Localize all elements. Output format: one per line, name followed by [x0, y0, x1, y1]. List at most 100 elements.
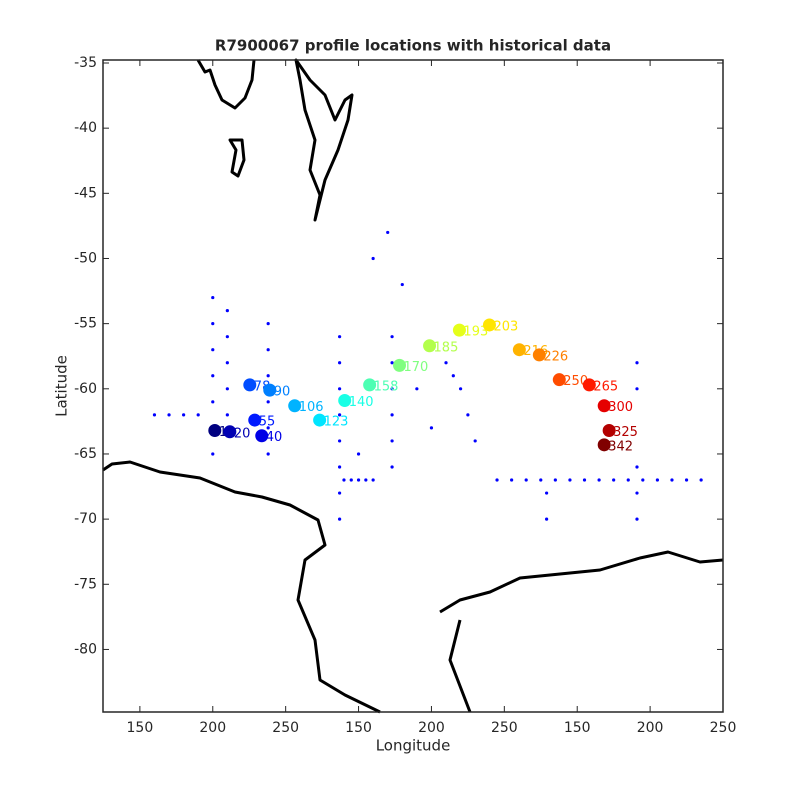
profile-point	[243, 378, 257, 392]
historical-point	[266, 374, 270, 378]
historical-point	[338, 361, 342, 365]
historical-point	[415, 387, 419, 391]
historical-point	[338, 465, 342, 469]
historical-point	[225, 335, 229, 339]
historical-point	[635, 491, 639, 495]
historical-point	[655, 478, 659, 482]
historical-point	[458, 387, 463, 391]
historical-point	[225, 413, 229, 417]
coastlines	[102, 58, 724, 714]
historical-point	[225, 361, 229, 365]
historical-point	[390, 413, 394, 417]
historical-point	[338, 439, 342, 443]
coastline	[228, 138, 246, 178]
historical-point	[626, 478, 630, 482]
historical-point	[338, 413, 342, 417]
historical-point	[338, 517, 342, 521]
profile-label: 40	[266, 430, 283, 445]
profile-point	[363, 378, 377, 392]
historical-point	[266, 348, 270, 352]
historical-point	[342, 478, 346, 482]
profile-label: 193	[463, 325, 488, 340]
historical-point	[451, 374, 455, 378]
profile-point	[423, 339, 437, 353]
x-tick-label: 250	[272, 720, 299, 736]
profile-label: 300	[608, 400, 633, 415]
historical-point	[266, 452, 270, 456]
y-tick-label: -55	[74, 316, 97, 332]
chart-title: R7900067 profile locations with historic…	[215, 37, 611, 55]
historical-point	[597, 478, 601, 482]
historical-point	[670, 478, 674, 482]
profile-point	[288, 399, 302, 413]
historical-point	[211, 374, 215, 378]
historical-point	[635, 465, 639, 469]
historical-point	[390, 439, 394, 443]
historical-point	[545, 517, 549, 521]
historical-point	[211, 295, 215, 300]
historical-point	[182, 413, 186, 417]
historical-point	[356, 478, 361, 482]
profile-label: 1	[219, 425, 227, 440]
profile-point	[597, 399, 611, 413]
historical-point	[338, 335, 342, 339]
profile-point	[263, 383, 277, 397]
x-tick-label: 200	[418, 720, 445, 736]
profile-label: 158	[374, 379, 399, 394]
historical-point	[539, 478, 543, 482]
x-tick-label: 150	[345, 720, 372, 736]
historical-point	[444, 361, 448, 365]
historical-point	[400, 282, 404, 287]
coastline	[294, 58, 354, 222]
profile-point	[597, 438, 611, 452]
coastline	[448, 619, 472, 713]
profile-label: 325	[613, 425, 638, 440]
profile-label: 55	[259, 415, 276, 430]
y-tick-label: -50	[74, 250, 97, 266]
profile-point	[582, 378, 596, 392]
x-tick-label: 150	[564, 720, 591, 736]
y-tick-label: -75	[74, 576, 97, 592]
x-tick-label: 150	[127, 720, 154, 736]
historical-point	[349, 478, 353, 482]
profile-point	[255, 429, 269, 443]
historical-point	[524, 478, 528, 482]
historical-point	[495, 478, 499, 482]
y-tick-label: -65	[74, 446, 97, 462]
historical-point	[568, 478, 572, 482]
historical-point	[196, 413, 200, 417]
historical-point	[684, 478, 689, 482]
profile-label: 342	[608, 439, 633, 454]
historical-point	[211, 348, 215, 352]
historical-point	[699, 478, 703, 482]
historical-point	[466, 413, 470, 417]
x-tick-label: 250	[710, 720, 737, 736]
historical-point	[545, 491, 549, 495]
profile-point	[338, 394, 352, 408]
historical-point	[356, 452, 361, 456]
historical-point	[510, 478, 514, 482]
historical-point	[211, 452, 215, 456]
profile-label: 185	[434, 340, 459, 355]
historical-point	[582, 478, 587, 482]
profile-point	[532, 348, 546, 362]
profile-label: 140	[349, 395, 374, 410]
profile-label: 265	[593, 379, 618, 394]
axes-box	[102, 59, 724, 713]
coastline	[102, 460, 381, 714]
historical-point	[473, 439, 477, 443]
historical-point	[364, 478, 368, 482]
historical-point	[641, 478, 645, 482]
historical-point	[429, 426, 434, 430]
historical-point	[390, 361, 394, 365]
y-tick-label: -60	[74, 381, 97, 397]
profile-point	[223, 425, 237, 439]
profile-point	[313, 413, 327, 427]
historical-point	[635, 361, 639, 365]
historical-point	[338, 491, 342, 495]
y-axis-label: Latitude	[53, 355, 71, 417]
y-tick-label: -80	[74, 641, 97, 657]
coastline	[196, 59, 256, 110]
profile-point	[208, 424, 222, 438]
